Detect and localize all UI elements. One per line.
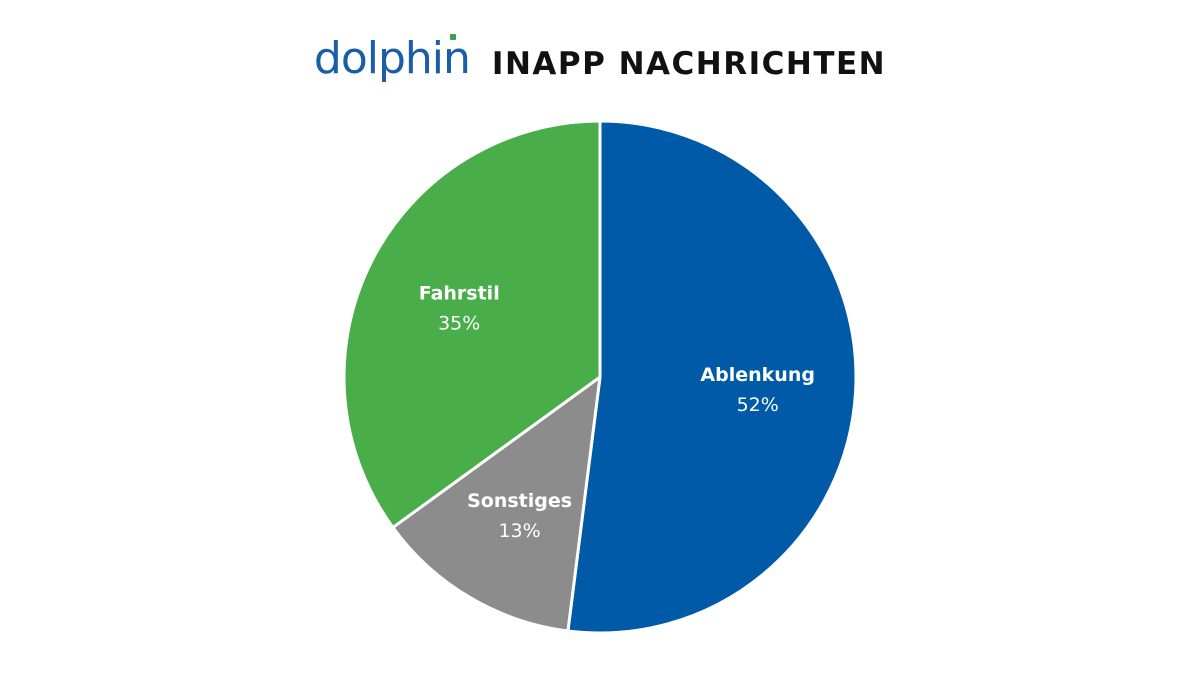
pie-labels: Ablenkung 52% Sonstiges 13% Fahrstil 35%	[419, 282, 815, 542]
slice-value-fahrstil: 35%	[438, 312, 480, 334]
logo-text: dolphin	[313, 33, 471, 84]
chart-title: INAPP NACHRICHTEN	[491, 46, 887, 82]
chart-header: dolphin INAPP NACHRICHTEN	[0, 30, 1200, 94]
slice-label-fahrstil: Fahrstil	[419, 282, 500, 304]
pie-slice-sonstiges	[391, 375, 602, 633]
slice-label-ablenkung: Ablenkung	[700, 364, 815, 386]
dolphin-logo: dolphin	[314, 34, 471, 87]
slice-value-sonstiges: 13%	[498, 520, 540, 542]
logo-accent-dot	[449, 34, 456, 40]
pie-slice-fahrstil	[342, 119, 602, 529]
pie-slices	[342, 119, 858, 635]
slice-label-sonstiges: Sonstiges	[467, 490, 572, 512]
pie-slice-ablenkung	[566, 119, 858, 635]
slice-value-ablenkung: 52%	[737, 394, 779, 416]
